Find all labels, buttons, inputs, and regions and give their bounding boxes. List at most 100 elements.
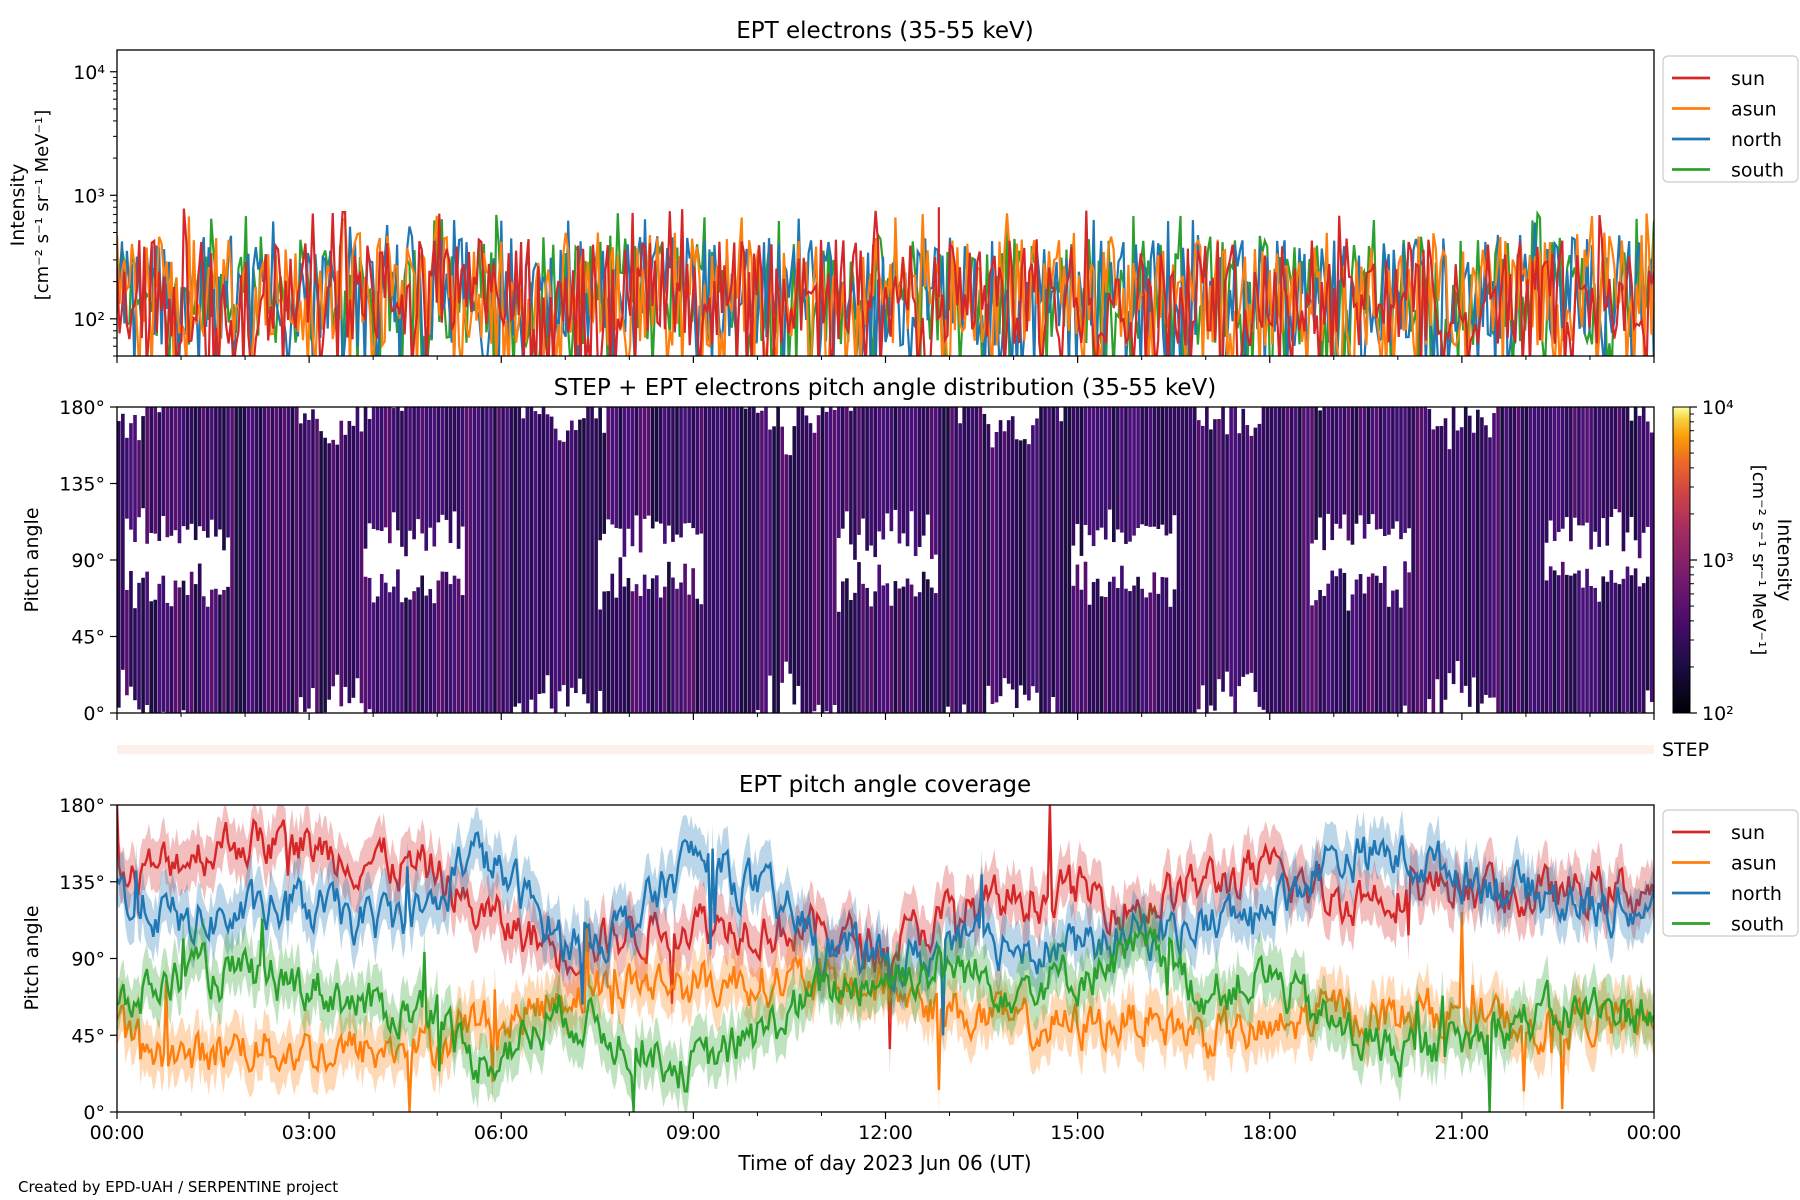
heatmap-cell xyxy=(379,573,384,713)
heatmap-cell xyxy=(909,407,914,512)
heatmap-cell xyxy=(1148,407,1153,527)
heatmap-cell xyxy=(266,407,271,713)
heatmap-cell xyxy=(234,407,238,713)
x-tick-label: 09:00 xyxy=(666,1122,721,1144)
heatmap-cell xyxy=(226,586,230,713)
heatmap-cell xyxy=(412,591,416,713)
heatmap-cell xyxy=(1395,407,1399,522)
heatmap-cell xyxy=(347,420,352,704)
heatmap-cell xyxy=(153,407,158,534)
heatmap-cell xyxy=(145,571,149,706)
heatmap-cell xyxy=(525,407,530,713)
heatmap-cell xyxy=(1144,597,1148,713)
heatmap-cell xyxy=(1281,407,1286,713)
heatmap-cell xyxy=(452,407,457,512)
heatmap-cell xyxy=(978,407,983,713)
heatmap-cell xyxy=(1018,440,1023,686)
panel1-y-axis: 10² 10³ 10⁴ xyxy=(73,62,117,357)
heatmap-cell xyxy=(1641,583,1646,713)
heatmap-cell xyxy=(404,597,408,713)
heatmap-cell xyxy=(731,407,736,713)
heatmap-cell xyxy=(464,407,469,713)
panel3-title: EPT pitch angle coverage xyxy=(739,772,1031,798)
heatmap-cell xyxy=(201,596,206,713)
heatmap-cell xyxy=(974,407,979,713)
heatmap-cell xyxy=(1261,407,1266,710)
heatmap-cell xyxy=(1330,570,1335,713)
heatmap-cell xyxy=(1427,409,1432,700)
heatmap-cell xyxy=(946,407,950,707)
panel-intensity: EPT electrons (35-55 keV) 10² 10³ 10⁴ Inte… xyxy=(7,18,1799,363)
heatmap-cell xyxy=(929,407,934,560)
heatmap-cell xyxy=(444,407,449,520)
heatmap-cell xyxy=(1132,585,1136,713)
heatmap-cell xyxy=(788,455,793,674)
heatmap-cell xyxy=(1229,407,1233,697)
heatmap-cell xyxy=(517,407,522,704)
heatmap-cell xyxy=(1338,568,1343,713)
heatmap-cell xyxy=(780,426,784,683)
heatmap-cell xyxy=(149,407,153,533)
x-tick-label: 21:00 xyxy=(1434,1122,1489,1144)
heatmap-cell xyxy=(820,407,825,713)
heatmap-cell xyxy=(909,584,914,713)
heatmap-cell xyxy=(493,407,497,713)
heatmap-cell xyxy=(671,407,675,542)
heatmap-cell xyxy=(881,585,886,713)
heatmap-cell xyxy=(501,407,505,713)
heatmap-cell xyxy=(1160,576,1165,713)
heatmap-cell xyxy=(1451,407,1456,685)
heatmap-cell xyxy=(327,443,331,700)
heatmap-cell xyxy=(436,580,441,713)
heatmap-cell xyxy=(1370,407,1375,515)
heatmap-cell xyxy=(1467,415,1472,707)
heatmap-cell xyxy=(1091,407,1096,547)
series-line-sun xyxy=(117,805,1654,1050)
heatmap-cell xyxy=(687,407,691,523)
heatmap-cell xyxy=(574,430,578,693)
heatmap-cell xyxy=(1047,407,1051,713)
heatmap-cell xyxy=(869,407,873,546)
heatmap-cell xyxy=(966,407,971,713)
heatmap-cell xyxy=(129,570,133,687)
heatmap-cell xyxy=(1391,407,1395,529)
heatmap-cell xyxy=(917,592,922,713)
heatmap-cell xyxy=(889,605,894,713)
heatmap-cell xyxy=(416,587,420,713)
heatmap-cell xyxy=(1645,421,1650,527)
heatmap-cell xyxy=(1471,432,1476,678)
heatmap-cell xyxy=(1617,407,1622,513)
heatmap-cell xyxy=(622,586,627,713)
heatmap-cell xyxy=(157,583,162,713)
heatmap-cell xyxy=(1075,564,1080,713)
heatmap-cell xyxy=(881,407,886,540)
heatmap-cell xyxy=(529,407,534,700)
heatmap-cell xyxy=(1310,407,1314,544)
heatmap-cell xyxy=(1613,407,1618,510)
heatmap-cell xyxy=(197,407,202,527)
colorbar-label-line1: Intensity xyxy=(1773,519,1795,602)
heatmap-cell xyxy=(242,407,247,713)
heatmap-cell xyxy=(986,424,991,686)
heatmap-cell xyxy=(311,409,315,689)
heatmap-cell xyxy=(586,407,590,704)
heatmap-cell xyxy=(650,578,655,713)
heatmap-cell xyxy=(1346,610,1351,713)
heatmap-cell xyxy=(1629,420,1634,517)
heatmap-cell xyxy=(258,407,263,713)
heatmap-cell xyxy=(230,407,234,713)
heatmap-cell xyxy=(1079,407,1084,556)
heatmap-cell xyxy=(1342,572,1347,713)
heatmap-cell xyxy=(691,407,695,529)
heatmap-cell xyxy=(756,412,760,710)
heatmap-cell xyxy=(481,407,485,713)
panel1-x-axis xyxy=(116,356,1655,363)
heatmap-cell xyxy=(400,602,404,713)
heatmap-cell xyxy=(1528,407,1533,713)
heatmap-cell xyxy=(1188,407,1193,713)
heatmap-cell xyxy=(1209,429,1213,706)
heatmap-cell xyxy=(877,407,882,532)
heatmap-cell xyxy=(432,407,437,547)
heatmap-cell xyxy=(1087,407,1092,536)
heatmap-cell xyxy=(1395,589,1399,713)
